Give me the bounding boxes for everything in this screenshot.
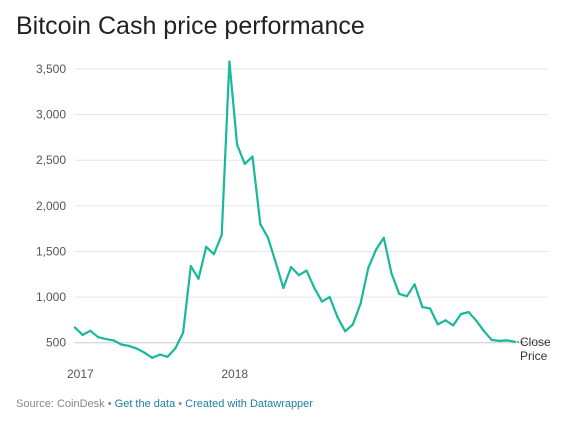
data-point bbox=[182, 331, 185, 334]
data-point bbox=[73, 326, 77, 329]
data-point bbox=[413, 283, 416, 286]
data-point bbox=[127, 344, 131, 347]
data-point bbox=[421, 306, 424, 309]
data-point bbox=[97, 336, 100, 339]
data-point bbox=[375, 248, 378, 251]
data-point bbox=[483, 330, 486, 333]
data-point bbox=[104, 338, 107, 341]
data-point bbox=[135, 347, 138, 350]
data-point bbox=[274, 261, 277, 264]
chart-footer: Source: CoinDesk • Get the data • Create… bbox=[16, 398, 313, 410]
data-point bbox=[266, 236, 270, 239]
data-point bbox=[506, 339, 509, 342]
data-point bbox=[243, 162, 246, 165]
data-point bbox=[490, 338, 493, 342]
data-point bbox=[120, 343, 123, 346]
chart-title: Bitcoin Cash price performance bbox=[16, 12, 365, 40]
y-tick-label: 1,500 bbox=[36, 244, 66, 258]
y-tick-label: 1,000 bbox=[36, 290, 66, 304]
data-point bbox=[259, 223, 262, 226]
data-point bbox=[297, 274, 300, 277]
data-point bbox=[398, 292, 401, 295]
data-point bbox=[429, 307, 432, 310]
data-point bbox=[166, 355, 169, 358]
data-point bbox=[290, 265, 293, 269]
y-tick-label: 3,500 bbox=[36, 62, 66, 76]
data-point bbox=[336, 316, 339, 319]
data-point bbox=[282, 286, 285, 289]
data-point bbox=[459, 312, 463, 316]
data-point bbox=[305, 269, 308, 272]
data-point bbox=[189, 265, 192, 268]
data-point bbox=[197, 277, 200, 280]
data-point bbox=[251, 155, 254, 158]
data-point bbox=[328, 296, 331, 299]
data-point bbox=[212, 253, 215, 256]
data-point bbox=[444, 319, 447, 322]
data-point bbox=[151, 356, 154, 359]
data-point bbox=[467, 311, 470, 314]
y-tick-label: 3,000 bbox=[36, 108, 66, 122]
x-tick-label: 2018 bbox=[221, 367, 248, 381]
data-point bbox=[498, 339, 501, 342]
data-point bbox=[81, 333, 84, 336]
data-point bbox=[158, 353, 161, 356]
data-point bbox=[313, 286, 316, 289]
data-point bbox=[344, 330, 347, 333]
data-point bbox=[359, 302, 362, 305]
x-tick-label: 2017 bbox=[67, 367, 94, 381]
datawrapper-link[interactable]: Created with Datawrapper bbox=[185, 398, 313, 410]
data-point bbox=[143, 351, 146, 354]
data-point bbox=[382, 236, 385, 239]
data-point bbox=[475, 319, 478, 322]
data-point bbox=[452, 324, 455, 327]
data-point bbox=[351, 323, 354, 326]
series-line-close-price bbox=[73, 60, 517, 359]
y-tick-label: 500 bbox=[46, 336, 66, 350]
footer-separator: • bbox=[107, 398, 112, 410]
y-tick-label: 2,000 bbox=[36, 199, 66, 213]
data-point bbox=[320, 300, 324, 303]
data-point bbox=[436, 323, 439, 326]
data-point bbox=[405, 295, 408, 298]
footer-separator: • bbox=[178, 398, 183, 410]
data-point bbox=[174, 347, 177, 350]
data-point bbox=[112, 339, 115, 342]
data-point bbox=[390, 272, 393, 275]
source-label: Source: CoinDesk bbox=[16, 398, 105, 410]
data-point bbox=[220, 233, 223, 237]
y-tick-label: 2,500 bbox=[36, 153, 66, 167]
data-point bbox=[367, 266, 370, 269]
get-the-data-link[interactable]: Get the data bbox=[114, 398, 176, 410]
data-point bbox=[228, 60, 231, 63]
data-point bbox=[236, 143, 239, 146]
data-point bbox=[513, 340, 517, 343]
data-point bbox=[205, 245, 208, 248]
data-point bbox=[89, 329, 92, 332]
series-label: Close Price bbox=[520, 335, 551, 363]
